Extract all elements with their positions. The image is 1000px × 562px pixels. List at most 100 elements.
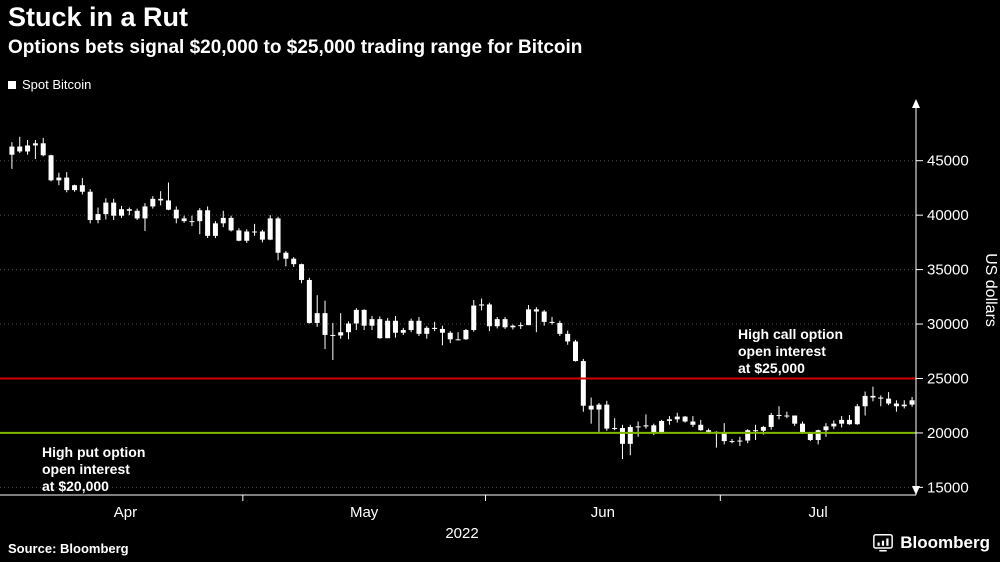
candle-body [479, 304, 485, 306]
candle-body [236, 230, 242, 241]
call-option-annotation: High call option open interest at $25,00… [738, 326, 843, 376]
y-tick-label: 20000 [927, 425, 969, 442]
candle-body [565, 333, 571, 342]
candle-body [9, 146, 15, 155]
candle-body [275, 218, 281, 253]
candle-body [377, 319, 383, 339]
candle-body [596, 404, 602, 410]
candle-body [706, 430, 712, 432]
y-tick-label: 40000 [927, 207, 969, 224]
candle-body [800, 423, 805, 434]
candle-body [502, 319, 508, 328]
candle-body [158, 198, 164, 201]
put-option-annotation: High put option open interest at $20,000 [42, 444, 146, 494]
candle-body [416, 320, 422, 334]
candle-body [267, 218, 273, 240]
candle-body [494, 319, 500, 327]
candle-body [815, 430, 821, 441]
candle-body [627, 426, 633, 444]
candle-body [111, 202, 117, 216]
candle-body [338, 332, 344, 336]
candle-body [909, 400, 915, 405]
x-tick-label: Jul [809, 504, 828, 521]
candle-body [385, 320, 391, 339]
candle-body [142, 206, 148, 219]
candle-body [760, 426, 766, 431]
candle-body [25, 145, 31, 152]
candle-body [361, 309, 367, 326]
chart-subtitle: Options bets signal $20,000 to $25,000 t… [8, 37, 583, 58]
y-tick-label: 30000 [927, 316, 969, 333]
candle-body [533, 309, 539, 312]
candle-body [126, 209, 132, 211]
candle-body [510, 325, 516, 328]
bloomberg-logo: Bloomberg [872, 532, 990, 554]
candle-body [823, 426, 829, 431]
candle-body [119, 209, 124, 216]
candle-body [839, 419, 845, 424]
candlestick-chart: 15000 20000 25000 30000 35000 40000 45000 Apr Ma… [0, 99, 999, 540]
y-axis-top-arrow [912, 99, 920, 108]
y-tick-label: 15000 [927, 479, 969, 496]
candle-body [659, 420, 665, 434]
bloomberg-terminal-icon [873, 534, 894, 552]
candle-body [674, 416, 680, 420]
candle-body [471, 305, 477, 331]
y-tick-label: 45000 [927, 153, 969, 170]
candle-body [173, 209, 179, 219]
candle-body [432, 327, 438, 329]
candle-body [690, 421, 696, 425]
candle-body [150, 198, 156, 207]
y-tick-label: 35000 [927, 262, 969, 279]
candle-body [95, 214, 101, 221]
candle-body [729, 441, 735, 443]
candle-body [878, 397, 884, 399]
legend: Spot Bitcoin [8, 77, 91, 92]
candle-body [165, 200, 171, 210]
candle-body [862, 395, 868, 407]
candle-body [212, 223, 218, 236]
candle-body [244, 231, 250, 241]
candle-body [346, 323, 351, 333]
candle-body [228, 217, 234, 231]
candle-body [79, 185, 85, 192]
candle-body [87, 191, 93, 221]
candle-body [619, 428, 625, 444]
candle-body [893, 403, 899, 407]
candle-body [455, 339, 461, 341]
candle-body [807, 433, 813, 441]
candle-body [526, 309, 532, 326]
candle-body [745, 430, 751, 441]
candle-body [776, 414, 782, 416]
x-tick-label: May [350, 504, 379, 521]
candle-body [72, 185, 78, 191]
candle-body [291, 258, 297, 265]
candle-body [541, 311, 547, 322]
candle-body [48, 155, 54, 181]
candle-body [721, 433, 727, 442]
legend-label: Spot Bitcoin [22, 77, 92, 92]
candle-body [64, 177, 70, 191]
y-axis-bottom-arrow [912, 486, 920, 495]
candle-body [189, 221, 195, 223]
candle-body [439, 328, 445, 333]
candle-body [408, 320, 414, 331]
candle-body [252, 231, 258, 233]
candle-body [40, 143, 46, 156]
candle-body [197, 210, 203, 222]
candle-body [635, 426, 641, 428]
candle-body [134, 210, 140, 219]
candle-body [299, 264, 305, 280]
legend-marker-icon [8, 80, 16, 89]
candle-body [330, 334, 336, 336]
candle-body [369, 319, 375, 326]
bloomberg-wordmark: Bloomberg [900, 533, 990, 552]
candle-body [283, 252, 289, 259]
x-tick-label: Jun [591, 504, 615, 521]
candle-body [666, 419, 672, 421]
candle-body [643, 425, 649, 427]
source-credit: Source: Bloomberg [8, 541, 129, 556]
candle-body [854, 406, 860, 425]
candle-body [424, 327, 430, 334]
